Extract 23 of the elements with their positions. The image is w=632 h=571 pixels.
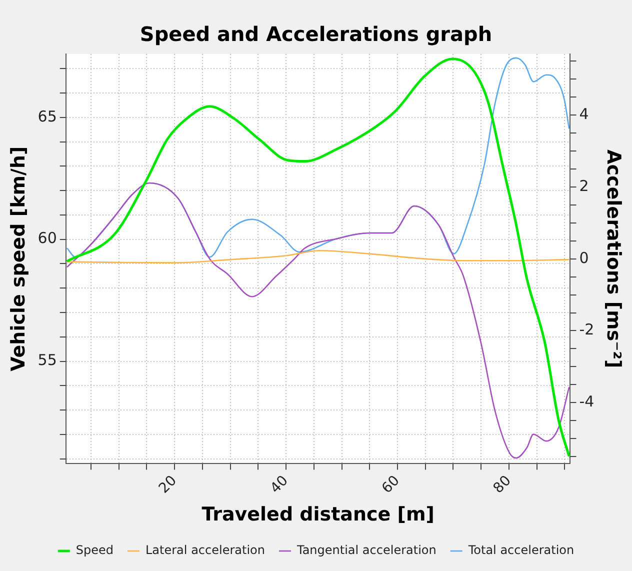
x-axis-title: Traveled distance [m] <box>202 504 434 526</box>
y2-axis-title: Accelerations [ms⁻²] <box>602 150 625 368</box>
y-axis-title: Vehicle speed [km/h] <box>7 146 30 372</box>
y-tick-label: 65 <box>38 107 57 126</box>
legend-label: Lateral acceleration <box>146 543 265 558</box>
y2-tick-label: -2 <box>579 320 594 339</box>
chart-title: Speed and Accelerations graph <box>140 22 492 46</box>
x-tick-label: 80 <box>490 472 514 497</box>
legend-label: Speed <box>76 543 114 558</box>
x-tick-label: 40 <box>268 472 292 497</box>
line-series <box>66 250 570 264</box>
line-series <box>66 58 570 458</box>
y2-tick-label: 2 <box>579 176 589 195</box>
x-tick-label: 20 <box>156 472 180 497</box>
y2-tick-label: -4 <box>579 392 594 411</box>
y2-tick-label: 0 <box>579 248 589 267</box>
legend-label: Tangential acceleration <box>296 543 436 558</box>
y-tick-label: 60 <box>38 229 57 248</box>
legend-label: Total acceleration <box>467 543 574 558</box>
y2-tick-label: 4 <box>579 104 589 123</box>
x-tick-label: 60 <box>378 472 403 497</box>
y-tick-label: 55 <box>38 351 57 370</box>
line-series <box>66 182 570 459</box>
